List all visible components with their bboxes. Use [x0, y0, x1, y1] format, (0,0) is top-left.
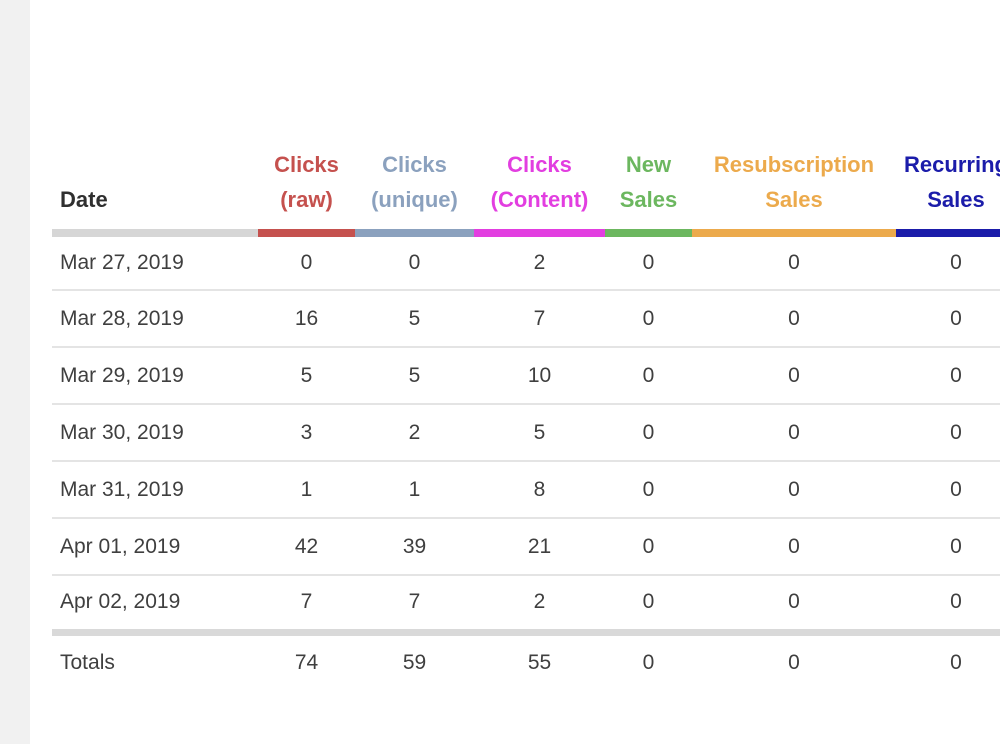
value-cell-clicks-content: 21 [474, 518, 605, 576]
table-row: Apr 02, 2019 7 7 2 0 0 0 [52, 575, 1000, 632]
value-cell-clicks-unique: 0 [355, 233, 474, 291]
value-cell-clicks-raw: 5 [258, 347, 355, 405]
totals-value-cell-recurring-sales: 0 [896, 628, 1000, 690]
date-cell: Mar 30, 2019 [52, 404, 258, 462]
value-cell-clicks-content: 10 [474, 347, 605, 405]
date-cell: Apr 02, 2019 [60, 590, 181, 614]
value-cell-clicks-content: 7 [474, 290, 605, 348]
value-cell-clicks-unique: 5 [355, 290, 474, 348]
value-cell-recurring-sales: 0 [950, 590, 962, 614]
date-cell: Mar 29, 2019 [52, 347, 258, 405]
date-cell: Apr 01, 2019 [52, 518, 258, 576]
value-cell-clicks-raw: 16 [258, 290, 355, 348]
value-cell-resubscription-sales: 0 [692, 347, 896, 405]
value-cell-resubscription-sales: 0 [788, 590, 800, 614]
column-header-label: (Content) [490, 187, 589, 212]
left-gutter [0, 0, 30, 744]
header-row: Date Clicks (raw) Clicks (unique) Clicks (Cont… [52, 147, 1000, 237]
value-cell-recurring-sales: 0 [896, 347, 1000, 405]
stats-table: Date Clicks (raw) Clicks (unique) Clicks (Cont… [52, 147, 1000, 690]
value-cell-clicks-raw: 3 [258, 404, 355, 462]
value-cell-resubscription-sales: 0 [692, 233, 896, 291]
column-header-label: Resubscription [713, 152, 875, 177]
totals-value-cell-clicks-raw: 74 [258, 628, 355, 690]
value-cell-resubscription-sales: 0 [692, 518, 896, 576]
column-header-label: Date [60, 187, 108, 212]
column-header-label: (unique) [371, 187, 458, 212]
column-header-date: Date [52, 147, 258, 237]
date-cell: Mar 31, 2019 [52, 461, 258, 519]
totals-value-cell-clicks-content: 55 [474, 628, 605, 690]
table-row: Mar 28, 2019 16 5 7 0 0 0 [52, 290, 1000, 348]
column-header-clicks-unique: Clicks (unique) [355, 147, 474, 237]
value-cell-new-sales: 0 [605, 404, 692, 462]
value-cell-clicks-content: 5 [474, 404, 605, 462]
column-header-label: New [625, 152, 672, 177]
column-header-label: Recurring [904, 152, 1000, 177]
value-cell-clicks-unique: 2 [355, 404, 474, 462]
value-cell-recurring-sales: 0 [896, 461, 1000, 519]
value-cell-clicks-raw: 7 [300, 590, 313, 614]
value-cell-recurring-sales: 0 [896, 290, 1000, 348]
column-header-clicks-content: Clicks (Content) [474, 147, 605, 237]
value-cell-clicks-raw: 1 [258, 461, 355, 519]
totals-row: Totals 74 59 55 0 0 0 [52, 628, 1000, 690]
totals-label: Totals [52, 628, 258, 690]
value-cell-new-sales: 0 [605, 290, 692, 348]
value-cell-resubscription-sales: 0 [692, 461, 896, 519]
value-cell-new-sales: 0 [642, 590, 655, 614]
table-row: Mar 31, 2019 1 1 8 0 0 0 [52, 461, 1000, 519]
value-cell-recurring-sales: 0 [896, 233, 1000, 291]
stats-table-head: Date Clicks (raw) Clicks (unique) Clicks (Cont… [52, 147, 1000, 237]
value-cell-clicks-content: 2 [533, 590, 546, 614]
value-cell-recurring-sales: 0 [896, 404, 1000, 462]
column-header-clicks-raw: Clicks (raw) [258, 147, 355, 237]
date-cell: Mar 28, 2019 [52, 290, 258, 348]
table-row: Mar 27, 2019 0 0 2 0 0 0 [52, 233, 1000, 291]
value-cell-clicks-unique: 1 [355, 461, 474, 519]
table-row: Apr 01, 2019 42 39 21 0 0 0 [52, 518, 1000, 576]
column-header-resubscription-sales: Resubscription Sales [692, 147, 896, 237]
value-cell-recurring-sales: 0 [896, 518, 1000, 576]
value-cell-new-sales: 0 [605, 461, 692, 519]
value-cell-clicks-unique: 7 [408, 590, 421, 614]
column-header-new-sales: New Sales [605, 147, 692, 237]
column-header-label: Sales [765, 187, 823, 212]
value-cell-new-sales: 0 [605, 347, 692, 405]
totals-value-cell-resubscription-sales: 0 [692, 628, 896, 690]
table-row: Mar 29, 2019 5 5 10 0 0 0 [52, 347, 1000, 405]
column-header-label: (raw) [280, 187, 333, 212]
value-cell-resubscription-sales: 0 [692, 290, 896, 348]
column-header-label: Sales [927, 187, 985, 212]
totals-value-cell-new-sales: 0 [605, 628, 692, 690]
value-cell-new-sales: 0 [605, 518, 692, 576]
totals-value-cell-clicks-unique: 59 [355, 628, 474, 690]
column-header-recurring-sales: Recurring Sales [896, 147, 1000, 237]
value-cell-clicks-content: 2 [474, 233, 605, 291]
table-row: Mar 30, 2019 3 2 5 0 0 0 [52, 404, 1000, 462]
stats-table-body: Mar 27, 2019 0 0 2 0 0 0 Mar 28, 2019 16 5 7 0 0 0 Mar… [52, 233, 1000, 690]
value-cell-clicks-raw: 42 [258, 518, 355, 576]
column-header-label: Clicks [382, 152, 447, 177]
value-cell-clicks-content: 8 [474, 461, 605, 519]
value-cell-new-sales: 0 [605, 233, 692, 291]
column-header-label: Clicks [274, 152, 339, 177]
value-cell-clicks-unique: 39 [355, 518, 474, 576]
value-cell-clicks-unique: 5 [355, 347, 474, 405]
date-cell: Mar 27, 2019 [52, 233, 258, 291]
value-cell-resubscription-sales: 0 [692, 404, 896, 462]
column-header-label: Clicks [507, 152, 572, 177]
column-header-label: Sales [619, 187, 678, 212]
report-content: Date Clicks (raw) Clicks (unique) Clicks (Cont… [30, 0, 1000, 744]
value-cell-clicks-raw: 0 [258, 233, 355, 291]
